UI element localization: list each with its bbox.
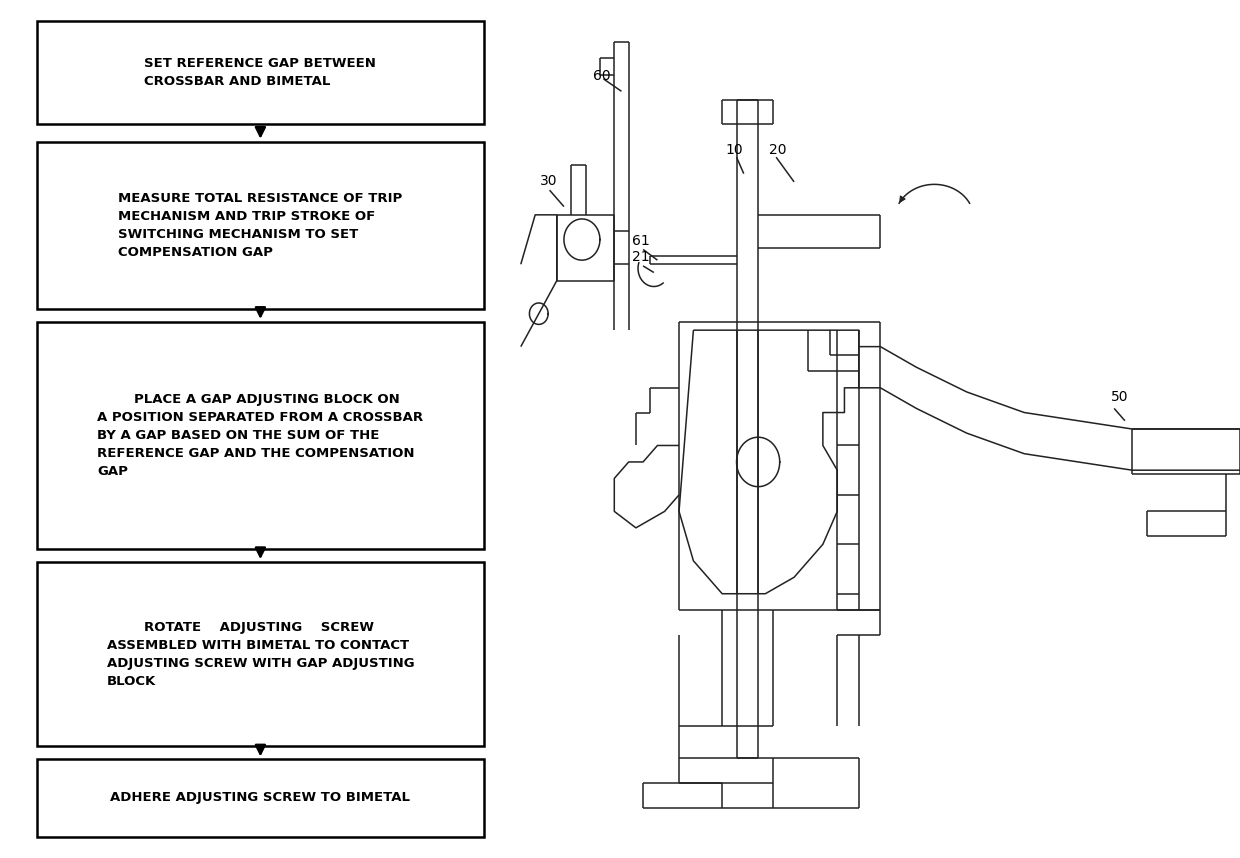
Text: SET REFERENCE GAP BETWEEN
CROSSBAR AND BIMETAL: SET REFERENCE GAP BETWEEN CROSSBAR AND B… <box>145 57 376 88</box>
Text: 50: 50 <box>1111 390 1128 404</box>
Text: 61: 61 <box>632 233 650 248</box>
Text: 60: 60 <box>593 69 610 83</box>
Bar <box>37 562 484 746</box>
Bar <box>37 322 484 549</box>
Text: 30: 30 <box>541 173 558 188</box>
Text: PLACE A GAP ADJUSTING BLOCK ON
A POSITION SEPARATED FROM A CROSSBAR
BY A GAP BAS: PLACE A GAP ADJUSTING BLOCK ON A POSITIO… <box>97 393 424 478</box>
Bar <box>37 759 484 837</box>
Bar <box>37 142 484 309</box>
Text: ROTATE    ADJUSTING    SCREW
ASSEMBLED WITH BIMETAL TO CONTACT
ADJUSTING SCREW W: ROTATE ADJUSTING SCREW ASSEMBLED WITH BI… <box>107 620 414 688</box>
Text: ADHERE ADJUSTING SCREW TO BIMETAL: ADHERE ADJUSTING SCREW TO BIMETAL <box>110 791 410 805</box>
Bar <box>37 21 484 124</box>
Text: 21: 21 <box>632 251 650 264</box>
Text: MEASURE TOTAL RESISTANCE OF TRIP
MECHANISM AND TRIP STROKE OF
SWITCHING MECHANIS: MEASURE TOTAL RESISTANCE OF TRIP MECHANI… <box>118 191 403 259</box>
Text: 10: 10 <box>725 143 744 157</box>
Text: 20: 20 <box>769 143 786 157</box>
